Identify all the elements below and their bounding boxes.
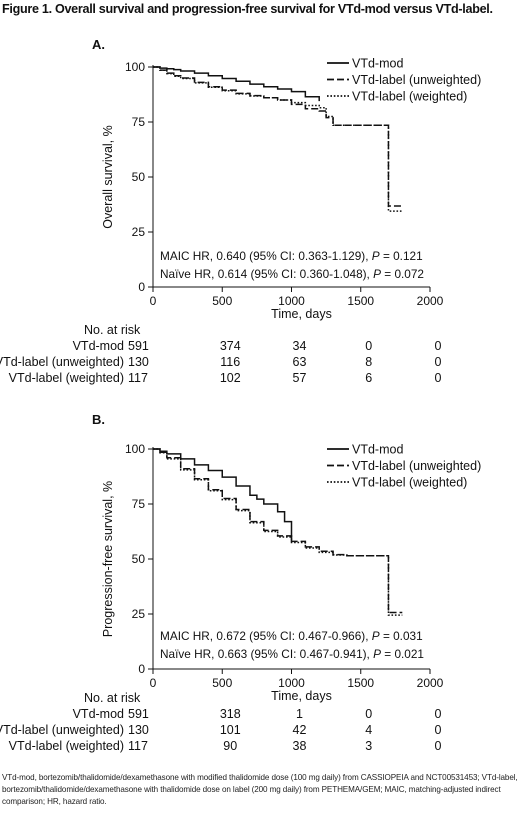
panel-a-risk-value: 102: [220, 371, 241, 385]
panel-a-risk-value: 34: [293, 339, 307, 353]
panel-b-series-dashed: [153, 448, 403, 614]
panel-b-y-tick-label: 100: [125, 442, 145, 456]
panel-b-risk-value: 117: [128, 739, 148, 753]
panel-a-series-solid: [153, 66, 320, 102]
panel-b-risk-value: 1: [296, 707, 303, 721]
panel-a-x-tick-label: 1500: [347, 294, 374, 308]
panel-b-risk-value: 591: [128, 707, 149, 721]
panel-a-y-axis-title: Overall survival, %: [101, 125, 115, 229]
panel-b-risk-value: 0: [435, 739, 442, 753]
panel-a-risk-value: 591: [128, 339, 149, 353]
panel-a-x-tick-label: 1000: [278, 294, 305, 308]
panel-a-x-tick-label: 500: [212, 294, 232, 308]
panel-a-risk-value: 0: [435, 339, 442, 353]
panel-a-risk-value: 0: [435, 355, 442, 369]
panel-b-x-tick-label: 0: [150, 676, 157, 690]
panel-b-risk-table-title: No. at risk: [84, 691, 141, 705]
panel-a-legend-label: VTd-label (weighted): [352, 90, 467, 104]
panel-a-risk-value: 116: [220, 355, 240, 369]
panel-a-risk-value: 0: [365, 339, 372, 353]
panel-a-risk-value: 374: [220, 339, 241, 353]
figure-footnote: VTd-mod, bortezomib/thalidomide/dexameth…: [2, 773, 518, 806]
panel-b-x-tick-label: 1000: [278, 676, 305, 690]
panel-a-hr-annotation: MAIC HR, 0.640 (95% CI: 0.363-1.129), P …: [160, 249, 423, 263]
panel-b-risk-value: 90: [223, 739, 237, 753]
panel-a-series-dotted: [153, 66, 403, 212]
panel-b-risk-row-label: VTd-label (weighted): [9, 739, 124, 753]
panel-a-y-tick-label: 75: [132, 115, 146, 129]
panel-b-label: B.: [92, 412, 105, 427]
panel-a-label: A.: [92, 37, 105, 52]
panel-a-hr-annotation: Naïve HR, 0.614 (95% CI: 0.360-1.048), P…: [160, 267, 424, 281]
panel-b-legend-label: VTd-label (weighted): [352, 476, 467, 490]
panel-b-risk-value: 0: [435, 707, 442, 721]
panel-a-risk-value: 117: [128, 371, 148, 385]
panel-b-legend-label: VTd-mod: [352, 443, 403, 457]
panel-a-risk-value: 63: [293, 355, 307, 369]
panel-b-x-tick-label: 500: [212, 676, 232, 690]
panel-b-hr-annotation: MAIC HR, 0.672 (95% CI: 0.467-0.966), P …: [160, 629, 423, 643]
panel-b-risk-value: 130: [128, 723, 149, 737]
panel-b-risk-value: 0: [435, 723, 442, 737]
panel-a-y-tick-label: 25: [132, 225, 146, 239]
figure-title: Figure 1. Overall survival and progressi…: [2, 2, 493, 16]
panel-a-risk-table-title: No. at risk: [84, 323, 141, 337]
panel-a-risk-value: 8: [365, 355, 372, 369]
panel-b-legend-label: VTd-label (unweighted): [352, 459, 481, 473]
panel-b-risk-value: 3: [365, 739, 372, 753]
panel-a-x-axis-title: Time, days: [271, 307, 332, 321]
panel-a-risk-row-label: VTd-label (unweighted): [0, 355, 124, 369]
panel-a-y-tick-label: 50: [132, 170, 146, 184]
panel-b-risk-value: 318: [220, 707, 241, 721]
panel-a-x-tick-label: 0: [150, 294, 157, 308]
panel-a-x-tick-label: 2000: [417, 294, 444, 308]
panel-b-risk-value: 38: [293, 739, 307, 753]
panel-b-y-tick-label: 25: [132, 607, 146, 621]
panel-a-risk-value: 6: [365, 371, 372, 385]
panel-b-x-axis-title: Time, days: [271, 689, 332, 703]
panel-a-risk-row-label: VTd-label (weighted): [9, 371, 124, 385]
panel-b-risk-value: 4: [365, 723, 372, 737]
panel-b-series-dotted: [153, 448, 403, 616]
panel-a-risk-value: 130: [128, 355, 149, 369]
panel-b-y-axis-title: Progression-free survival, %: [101, 481, 115, 637]
panel-b-risk-row-label: VTd-mod: [73, 707, 124, 721]
panel-a-y-tick-label: 100: [125, 60, 145, 74]
panel-b-risk-value: 0: [365, 707, 372, 721]
panel-a-y-tick-label: 0: [138, 280, 145, 294]
panel-a-legend-label: VTd-mod: [352, 57, 403, 71]
panel-b-risk-value: 101: [220, 723, 241, 737]
panel-b-hr-annotation: Naïve HR, 0.663 (95% CI: 0.467-0.941), P…: [160, 647, 424, 661]
panel-a-risk-value: 57: [293, 371, 307, 385]
panel-a-risk-value: 0: [435, 371, 442, 385]
panel-b-x-tick-label: 2000: [417, 676, 444, 690]
panel-a-risk-row-label: VTd-mod: [73, 339, 124, 353]
panel-b-series-solid: [153, 448, 293, 542]
panel-b-y-tick-label: 75: [132, 497, 146, 511]
panel-b-x-tick-label: 1500: [347, 676, 374, 690]
panel-b-risk-row-label: VTd-label (unweighted): [0, 723, 124, 737]
panel-b-risk-value: 42: [293, 723, 307, 737]
panel-b-y-tick-label: 0: [138, 662, 145, 676]
panel-a-legend-label: VTd-label (unweighted): [352, 73, 481, 87]
panel-b-y-tick-label: 50: [132, 552, 146, 566]
